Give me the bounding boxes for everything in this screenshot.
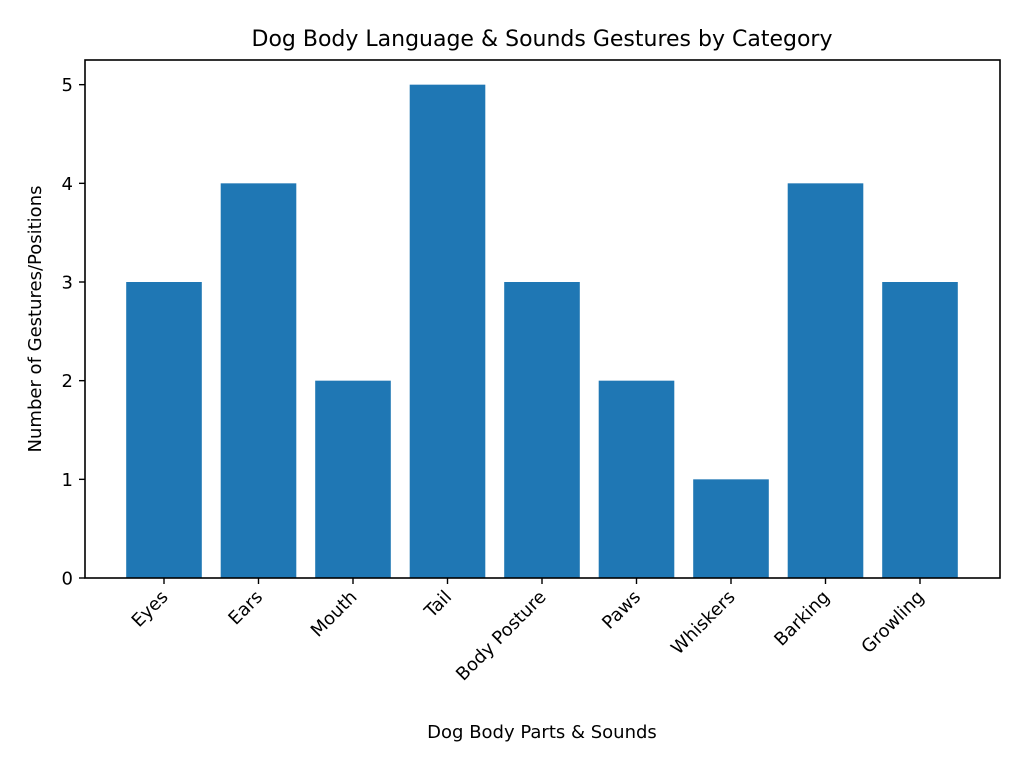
- bars-group: [126, 84, 958, 579]
- x-tick-label: Tail: [420, 587, 456, 623]
- bar-tail: [409, 84, 486, 579]
- bar-eyes: [126, 282, 202, 578]
- x-axis-label: Dog Body Parts & Sounds: [427, 722, 657, 743]
- bar-mouth: [315, 380, 391, 578]
- bar-ears: [220, 183, 297, 579]
- bar-paws: [598, 380, 675, 578]
- x-tick-label: Mouth: [307, 587, 362, 642]
- y-tick-label: 3: [62, 273, 73, 294]
- bar-whiskers: [693, 479, 769, 578]
- y-axis-ticks: 0 1 2 3 4 5: [62, 75, 85, 590]
- plot-area-frame: [84, 59, 1001, 579]
- bar-body-posture: [504, 282, 580, 578]
- y-tick-label: 4: [62, 174, 73, 195]
- x-tick-label: Whiskers: [667, 587, 739, 659]
- chart-title: Dog Body Language & Sounds Gestures by C…: [252, 27, 833, 52]
- x-tick-label: Barking: [770, 587, 834, 651]
- y-tick-label: 5: [62, 75, 73, 96]
- x-tick-label: Body Posture: [452, 587, 551, 686]
- y-axis-label: Number of Gestures/Positions: [25, 186, 46, 453]
- bar-growling: [882, 282, 958, 578]
- x-tick-label: Paws: [598, 587, 645, 634]
- y-tick-label: 1: [62, 470, 73, 491]
- bar-barking: [787, 183, 864, 579]
- y-tick-label: 0: [62, 569, 73, 590]
- x-tick-label: Growling: [857, 587, 928, 658]
- y-tick-label: 2: [62, 371, 73, 392]
- x-tick-label: Ears: [224, 587, 267, 630]
- x-tick-label: Eyes: [128, 587, 173, 632]
